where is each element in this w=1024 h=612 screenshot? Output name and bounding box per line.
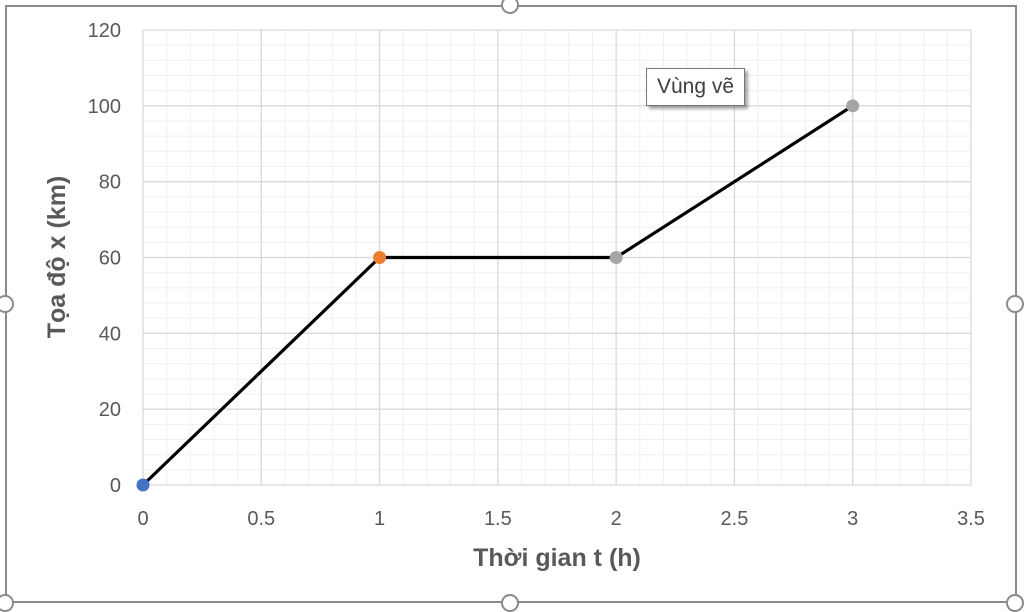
y-tick-label: 60 <box>99 248 121 270</box>
y-axis-title: Tọa độ x (km) <box>43 176 71 339</box>
y-axis-tick-labels: 0 20 40 60 80 100 120 <box>88 20 121 497</box>
plot-area-tooltip: Vùng vẽ <box>646 68 746 106</box>
y-tick-label: 20 <box>99 399 121 421</box>
resize-handle-left[interactable] <box>0 295 14 313</box>
resize-handle-top[interactable] <box>501 0 519 14</box>
x-tick-label: 2 <box>611 508 622 530</box>
y-tick-label: 0 <box>110 475 121 497</box>
x-axis-title: Thời gian t (h) <box>473 544 641 572</box>
y-tick-label: 80 <box>99 172 121 194</box>
x-axis-tick-labels: 0 0.5 1 1.5 2 2.5 3 3.5 <box>137 508 984 530</box>
x-tick-label: 2.5 <box>721 508 749 530</box>
x-tick-label: 1.5 <box>484 508 512 530</box>
data-point <box>136 478 150 492</box>
series-polyline <box>141 104 854 487</box>
y-tick-label: 100 <box>88 96 121 118</box>
x-tick-label: 0 <box>137 508 148 530</box>
x-tick-label: 3.5 <box>957 508 985 530</box>
y-tick-label: 40 <box>99 323 121 345</box>
x-tick-label: 1 <box>374 508 385 530</box>
y-tick-label: 120 <box>88 20 121 42</box>
x-tick-label: 3 <box>847 508 858 530</box>
series-points[interactable] <box>136 99 860 492</box>
data-point <box>609 251 623 264</box>
series-line[interactable] <box>141 104 854 487</box>
data-point <box>846 99 860 113</box>
x-tick-label: 0.5 <box>247 508 275 530</box>
resize-handle-right[interactable] <box>1006 295 1024 313</box>
data-point <box>373 251 387 264</box>
